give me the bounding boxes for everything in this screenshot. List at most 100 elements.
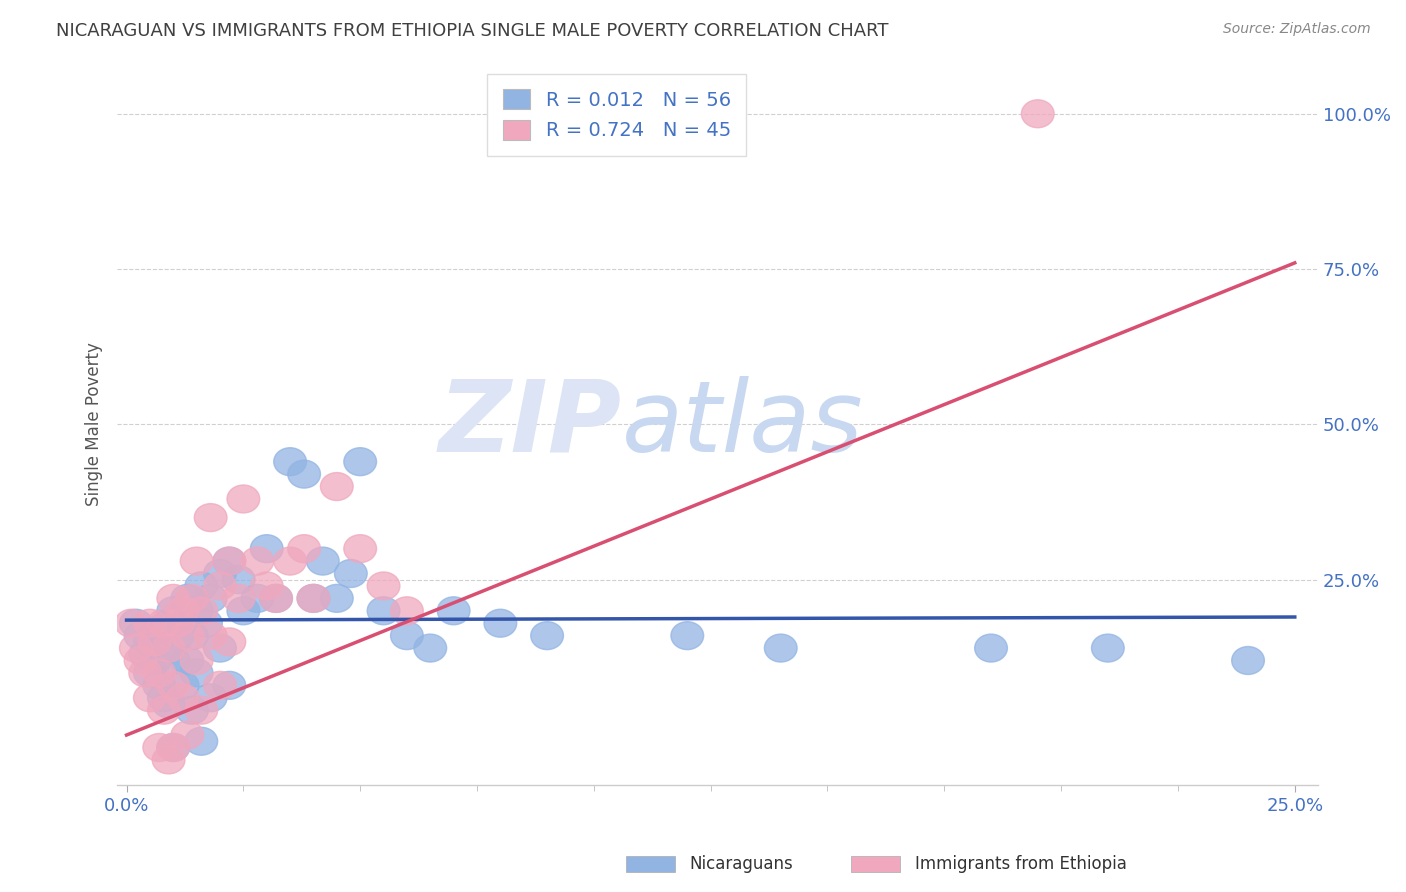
Ellipse shape: [391, 622, 423, 649]
Ellipse shape: [204, 634, 236, 662]
Ellipse shape: [176, 697, 208, 724]
Ellipse shape: [307, 547, 339, 575]
Ellipse shape: [166, 603, 200, 631]
Ellipse shape: [274, 448, 307, 475]
Ellipse shape: [484, 609, 517, 637]
Ellipse shape: [321, 473, 353, 500]
Ellipse shape: [180, 659, 212, 687]
Ellipse shape: [204, 572, 236, 600]
Ellipse shape: [157, 672, 190, 699]
Ellipse shape: [129, 659, 162, 687]
Ellipse shape: [297, 584, 330, 612]
Ellipse shape: [212, 672, 246, 699]
Ellipse shape: [129, 640, 162, 668]
Ellipse shape: [176, 622, 208, 649]
Ellipse shape: [194, 584, 226, 612]
Ellipse shape: [148, 609, 180, 637]
Ellipse shape: [134, 659, 166, 687]
Ellipse shape: [391, 597, 423, 624]
Ellipse shape: [222, 566, 254, 594]
Ellipse shape: [148, 697, 180, 724]
Text: atlas: atlas: [621, 376, 863, 473]
Ellipse shape: [186, 727, 218, 756]
Ellipse shape: [367, 572, 399, 600]
Ellipse shape: [148, 684, 180, 712]
Ellipse shape: [437, 597, 470, 624]
Ellipse shape: [240, 584, 274, 612]
Ellipse shape: [166, 684, 200, 712]
Ellipse shape: [321, 584, 353, 612]
Ellipse shape: [186, 572, 218, 600]
Ellipse shape: [134, 684, 166, 712]
Ellipse shape: [297, 584, 330, 612]
Ellipse shape: [157, 733, 190, 762]
Ellipse shape: [180, 547, 212, 575]
Ellipse shape: [152, 746, 186, 774]
Text: Source: ZipAtlas.com: Source: ZipAtlas.com: [1223, 22, 1371, 37]
Ellipse shape: [152, 609, 186, 637]
Ellipse shape: [157, 584, 190, 612]
Ellipse shape: [671, 622, 703, 649]
Ellipse shape: [250, 572, 283, 600]
Ellipse shape: [172, 721, 204, 749]
Ellipse shape: [138, 647, 172, 674]
Ellipse shape: [166, 672, 200, 699]
Ellipse shape: [288, 534, 321, 563]
Ellipse shape: [260, 584, 292, 612]
Ellipse shape: [143, 672, 176, 699]
Ellipse shape: [143, 615, 176, 643]
Ellipse shape: [274, 547, 307, 575]
Ellipse shape: [240, 547, 274, 575]
Ellipse shape: [138, 628, 172, 656]
Ellipse shape: [186, 697, 218, 724]
Ellipse shape: [180, 647, 212, 674]
Ellipse shape: [288, 460, 321, 488]
Ellipse shape: [260, 584, 292, 612]
Text: NICARAGUAN VS IMMIGRANTS FROM ETHIOPIA SINGLE MALE POVERTY CORRELATION CHART: NICARAGUAN VS IMMIGRANTS FROM ETHIOPIA S…: [56, 22, 889, 40]
Ellipse shape: [974, 634, 1007, 662]
Ellipse shape: [212, 547, 246, 575]
Ellipse shape: [335, 559, 367, 588]
Ellipse shape: [250, 534, 283, 563]
Ellipse shape: [152, 634, 186, 662]
Ellipse shape: [120, 634, 152, 662]
Ellipse shape: [190, 609, 222, 637]
Ellipse shape: [176, 584, 208, 612]
Ellipse shape: [157, 597, 190, 624]
Ellipse shape: [148, 634, 180, 662]
Ellipse shape: [152, 690, 186, 718]
Ellipse shape: [162, 622, 194, 649]
Ellipse shape: [157, 647, 190, 674]
Ellipse shape: [115, 609, 148, 637]
Ellipse shape: [186, 597, 218, 624]
Text: ZIP: ZIP: [439, 376, 621, 473]
Ellipse shape: [226, 597, 260, 624]
Ellipse shape: [172, 647, 204, 674]
Ellipse shape: [212, 628, 246, 656]
Ellipse shape: [530, 622, 564, 649]
Ellipse shape: [166, 597, 200, 624]
Ellipse shape: [367, 597, 399, 624]
Ellipse shape: [124, 622, 157, 649]
Ellipse shape: [120, 609, 152, 637]
Text: Immigrants from Ethiopia: Immigrants from Ethiopia: [914, 855, 1126, 873]
Ellipse shape: [194, 504, 226, 532]
Ellipse shape: [162, 609, 194, 637]
Ellipse shape: [1021, 100, 1054, 128]
Ellipse shape: [413, 634, 447, 662]
Ellipse shape: [143, 659, 176, 687]
Ellipse shape: [765, 634, 797, 662]
Ellipse shape: [134, 628, 166, 656]
Ellipse shape: [172, 584, 204, 612]
Ellipse shape: [204, 672, 236, 699]
Ellipse shape: [212, 547, 246, 575]
Ellipse shape: [143, 733, 176, 762]
Ellipse shape: [172, 622, 204, 649]
Y-axis label: Single Male Poverty: Single Male Poverty: [86, 343, 103, 507]
Ellipse shape: [226, 485, 260, 513]
Ellipse shape: [204, 559, 236, 588]
Text: Nicaraguans: Nicaraguans: [689, 855, 793, 873]
Ellipse shape: [344, 448, 377, 475]
Ellipse shape: [222, 584, 254, 612]
Ellipse shape: [180, 597, 212, 624]
